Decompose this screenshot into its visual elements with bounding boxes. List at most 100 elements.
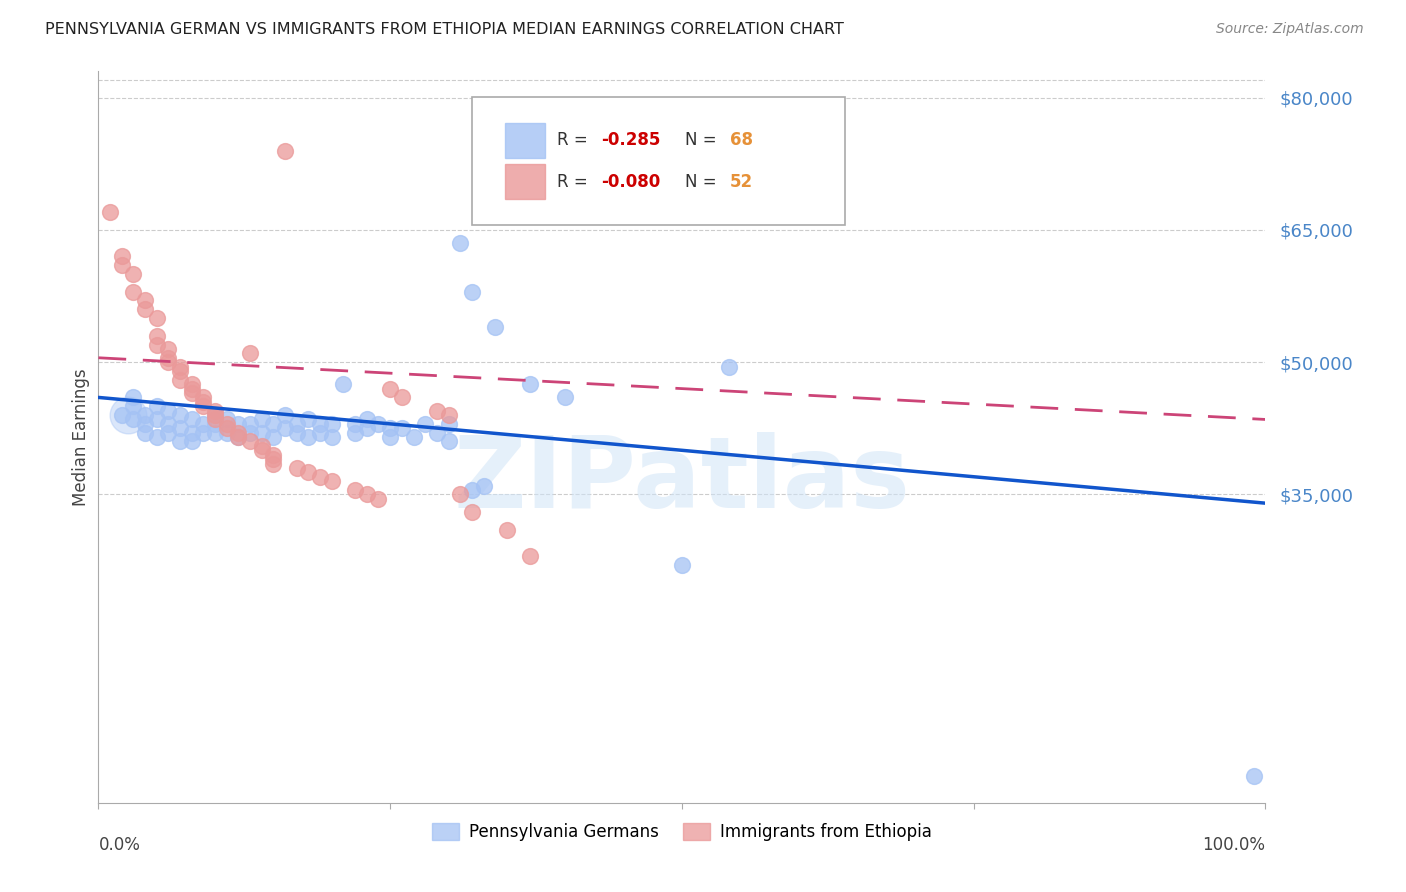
Text: -0.080: -0.080 xyxy=(602,173,661,191)
Point xyxy=(496,523,519,537)
Point xyxy=(215,421,238,435)
Point xyxy=(122,391,145,405)
Point xyxy=(309,417,332,431)
Point xyxy=(169,373,191,387)
Point xyxy=(262,452,284,467)
Point xyxy=(356,412,378,426)
Point xyxy=(437,408,460,422)
Point xyxy=(215,425,238,440)
Point xyxy=(134,293,156,308)
Point xyxy=(356,487,378,501)
Point xyxy=(262,417,284,431)
Point xyxy=(380,430,402,444)
Point xyxy=(332,377,354,392)
Point xyxy=(157,351,180,365)
Text: 68: 68 xyxy=(730,131,752,149)
Point xyxy=(309,469,332,483)
Point xyxy=(449,236,471,251)
Point xyxy=(193,391,215,405)
Point xyxy=(169,421,191,435)
Point xyxy=(193,399,215,413)
Point xyxy=(193,417,215,431)
Point xyxy=(228,425,250,440)
Point xyxy=(180,412,202,426)
Point xyxy=(262,457,284,471)
Text: 0.0%: 0.0% xyxy=(98,836,141,854)
Point xyxy=(228,430,250,444)
Point xyxy=(519,549,541,563)
Point xyxy=(671,558,693,572)
Point xyxy=(215,412,238,426)
Point xyxy=(146,328,169,343)
Point xyxy=(180,386,202,401)
Point xyxy=(250,412,273,426)
Point xyxy=(367,417,389,431)
Text: PENNSYLVANIA GERMAN VS IMMIGRANTS FROM ETHIOPIA MEDIAN EARNINGS CORRELATION CHAR: PENNSYLVANIA GERMAN VS IMMIGRANTS FROM E… xyxy=(45,22,844,37)
FancyBboxPatch shape xyxy=(505,164,546,199)
Point xyxy=(239,417,262,431)
Point xyxy=(169,408,191,422)
Point xyxy=(413,417,436,431)
Point xyxy=(193,394,215,409)
Point xyxy=(426,425,449,440)
Point xyxy=(157,425,180,440)
Point xyxy=(380,421,402,435)
Point xyxy=(239,425,262,440)
Point xyxy=(250,443,273,458)
Point xyxy=(262,448,284,462)
Point xyxy=(285,461,308,475)
Point xyxy=(111,408,134,422)
Point xyxy=(204,403,226,417)
Legend: Pennsylvania Germans, Immigrants from Ethiopia: Pennsylvania Germans, Immigrants from Et… xyxy=(423,814,941,849)
Point xyxy=(134,408,156,422)
Point xyxy=(157,417,180,431)
Point xyxy=(321,474,343,488)
Point xyxy=(169,359,191,374)
FancyBboxPatch shape xyxy=(472,97,845,225)
Point xyxy=(228,430,250,444)
Point xyxy=(297,430,319,444)
Point xyxy=(519,377,541,392)
Point xyxy=(285,417,308,431)
Point xyxy=(157,403,180,417)
Text: 100.0%: 100.0% xyxy=(1202,836,1265,854)
Point xyxy=(111,258,134,272)
Point xyxy=(1243,769,1265,783)
Point xyxy=(437,417,460,431)
Text: N =: N = xyxy=(685,173,723,191)
Point xyxy=(146,337,169,351)
Point xyxy=(122,267,145,281)
Point xyxy=(285,425,308,440)
Point xyxy=(122,399,145,413)
Point xyxy=(367,491,389,506)
Point xyxy=(98,205,121,219)
Point xyxy=(274,408,297,422)
Point xyxy=(204,408,226,422)
Text: N =: N = xyxy=(685,131,723,149)
Point xyxy=(461,483,484,497)
Point xyxy=(146,412,169,426)
Point xyxy=(228,417,250,431)
Point xyxy=(717,359,740,374)
Point xyxy=(111,249,134,263)
Point xyxy=(122,285,145,299)
Point xyxy=(157,355,180,369)
Point xyxy=(380,382,402,396)
Text: Source: ZipAtlas.com: Source: ZipAtlas.com xyxy=(1216,22,1364,37)
Point xyxy=(169,364,191,378)
Point xyxy=(297,466,319,480)
Point xyxy=(117,408,139,422)
Text: 52: 52 xyxy=(730,173,752,191)
Point xyxy=(274,144,297,158)
Point xyxy=(250,439,273,453)
Text: R =: R = xyxy=(557,173,593,191)
Point xyxy=(180,425,202,440)
FancyBboxPatch shape xyxy=(505,122,546,158)
Point xyxy=(402,430,425,444)
Point xyxy=(344,425,367,440)
Point xyxy=(391,391,413,405)
Point xyxy=(250,425,273,440)
Point xyxy=(239,434,262,449)
Point xyxy=(426,403,449,417)
Point xyxy=(146,399,169,413)
